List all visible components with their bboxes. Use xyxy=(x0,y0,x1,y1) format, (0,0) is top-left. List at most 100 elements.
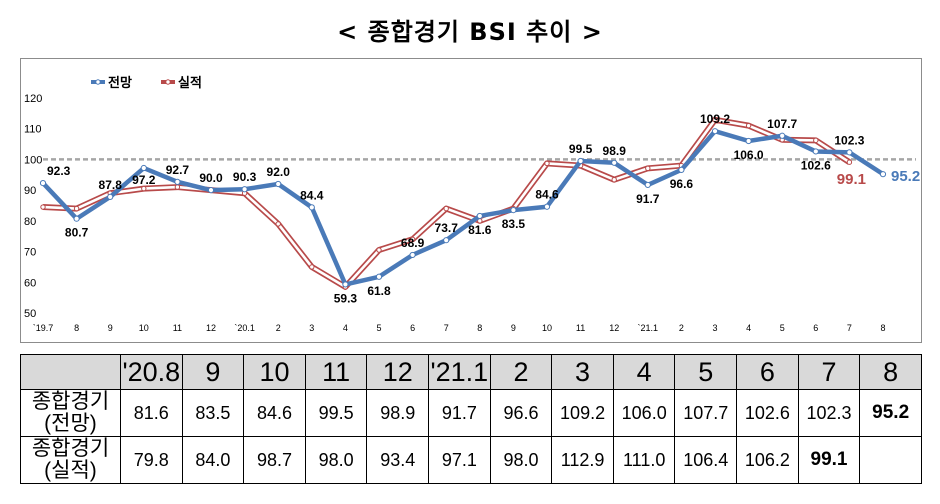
actual-point xyxy=(141,185,147,192)
x-tick-label: 12 xyxy=(206,323,216,333)
table-cell: 84.0 xyxy=(181,436,245,484)
forecast-point xyxy=(543,203,551,210)
x-tick-label: 12 xyxy=(609,323,619,333)
y-tick-label: 60 xyxy=(24,277,36,289)
forecast-point xyxy=(879,171,887,178)
y-tick-label: 50 xyxy=(24,308,36,320)
table-cell: 84.6 xyxy=(243,389,306,437)
actual-point xyxy=(443,205,449,212)
forecast-data-label: 68.9 xyxy=(401,236,425,250)
forecast-point xyxy=(308,204,315,211)
table-cell: 106.0 xyxy=(612,389,676,437)
table-cell: 98.0 xyxy=(304,436,368,484)
line-chart: 50 60 70 80 90 100 110 120 `19.7 8 9 10 11 12 `20.1 2 3 4… xyxy=(24,75,920,333)
forecast-point xyxy=(275,180,282,188)
table-cell: 102.6 xyxy=(736,389,799,437)
table-cell: 107.7 xyxy=(674,389,738,437)
table-cell: 96.6 xyxy=(489,389,553,437)
table-cell: 106.2 xyxy=(736,436,799,484)
x-tick-label: 5 xyxy=(376,323,381,333)
x-tick-label: 3 xyxy=(712,323,717,333)
actual-point xyxy=(712,117,718,123)
table-column-header: 7 xyxy=(797,354,861,390)
table-cell: 106.4 xyxy=(674,436,738,484)
table-cell: 81.6 xyxy=(120,389,183,437)
table-cell: 112.9 xyxy=(551,436,614,484)
actual-point xyxy=(645,165,651,172)
table-row: 종합경기 (전망) 81.6 83.5 84.6 99.5 98.9 91.7 96.6 109.… xyxy=(20,389,922,437)
table-column-header: 6 xyxy=(736,354,799,390)
forecast-data-label: 96.6 xyxy=(670,177,694,191)
table-column-header: 3 xyxy=(551,354,614,390)
forecast-data-label: 102.6 xyxy=(801,158,831,172)
y-tick-label: 110 xyxy=(24,124,42,136)
x-tick-label: 11 xyxy=(576,323,585,333)
table-column-header: 5 xyxy=(674,354,738,390)
forecast-data-label: 92.3 xyxy=(47,164,71,178)
actual-point xyxy=(544,160,550,167)
table-cell: 97.1 xyxy=(428,436,491,484)
forecast-point xyxy=(207,187,215,194)
table-column-header: 11 xyxy=(304,354,368,390)
forecast-point xyxy=(644,181,651,189)
forecast-point xyxy=(342,281,349,288)
x-tick-label: 9 xyxy=(511,323,516,333)
row-label: 종합경기 (실적) xyxy=(20,436,121,484)
table-cell: 99.5 xyxy=(304,389,368,437)
forecast-point xyxy=(409,251,416,259)
actual-point xyxy=(309,264,315,270)
legend-actual-label: 실적 xyxy=(178,75,202,91)
forecast-point xyxy=(745,137,752,145)
forecast-data-label: 98.9 xyxy=(603,144,627,158)
forecast-data-label: 59.3 xyxy=(334,291,358,305)
actual-point xyxy=(275,221,281,227)
legend-actual-marker xyxy=(165,79,171,85)
forecast-point xyxy=(510,207,517,214)
legend-forecast-marker xyxy=(95,79,101,85)
x-tick-label: 2 xyxy=(679,323,684,333)
forecast-point xyxy=(812,148,819,155)
actual-point xyxy=(174,184,181,190)
table-cell: 95.2 xyxy=(859,389,922,437)
table-column-header: 9 xyxy=(181,354,245,390)
forecast-point xyxy=(711,128,719,135)
x-tick-label: 8 xyxy=(74,323,79,333)
forecast-point xyxy=(241,186,248,193)
x-tick-label: 4 xyxy=(343,323,348,333)
forecast-point xyxy=(846,149,853,156)
forecast-data-label: 84.6 xyxy=(535,188,559,202)
x-tick-label: 8 xyxy=(477,323,482,333)
forecast-data-label: 83.5 xyxy=(502,217,526,231)
x-tick-label: 9 xyxy=(108,323,113,333)
legend-forecast-label: 전망 xyxy=(108,75,132,91)
y-tick-label: 90 xyxy=(24,185,36,197)
forecast-point xyxy=(140,164,147,172)
forecast-data-label: 81.6 xyxy=(468,223,492,237)
x-tick-label: 10 xyxy=(542,323,552,333)
table-cell: 109.2 xyxy=(551,389,614,437)
forecast-point xyxy=(779,132,786,139)
table-column-header: '21.1 xyxy=(428,354,491,390)
forecast-point xyxy=(577,157,584,165)
x-tick-label: 2 xyxy=(276,323,281,333)
forecast-data-label: 92.0 xyxy=(267,165,291,179)
actual-point xyxy=(745,122,752,129)
x-tick-label: 3 xyxy=(309,323,314,333)
forecast-data-label: 73.7 xyxy=(435,221,459,235)
table-row: 종합경기 (실적) 79.8 84.0 98.7 98.0 93.4 97.1 98.0 112.… xyxy=(20,436,922,484)
x-tick-label: 6 xyxy=(813,323,818,333)
actual-point xyxy=(40,204,46,210)
table-cell xyxy=(859,436,922,484)
forecast-data-label: 99.5 xyxy=(569,142,593,156)
table-cell: 111.0 xyxy=(612,436,676,484)
series-forecast-line xyxy=(41,128,885,287)
table-column-header: 10 xyxy=(243,354,306,390)
x-tick-label: 11 xyxy=(173,323,182,333)
forecast-data-label: 106.0 xyxy=(734,148,764,162)
table-column-header: 8 xyxy=(859,354,922,390)
x-tick-label: 7 xyxy=(444,323,449,333)
actual-data-label: 99.1 xyxy=(837,171,866,188)
forecast-data-label: 97.2 xyxy=(132,173,156,187)
forecast-data-label: 61.8 xyxy=(367,284,391,298)
y-tick-label: 100 xyxy=(24,154,42,166)
